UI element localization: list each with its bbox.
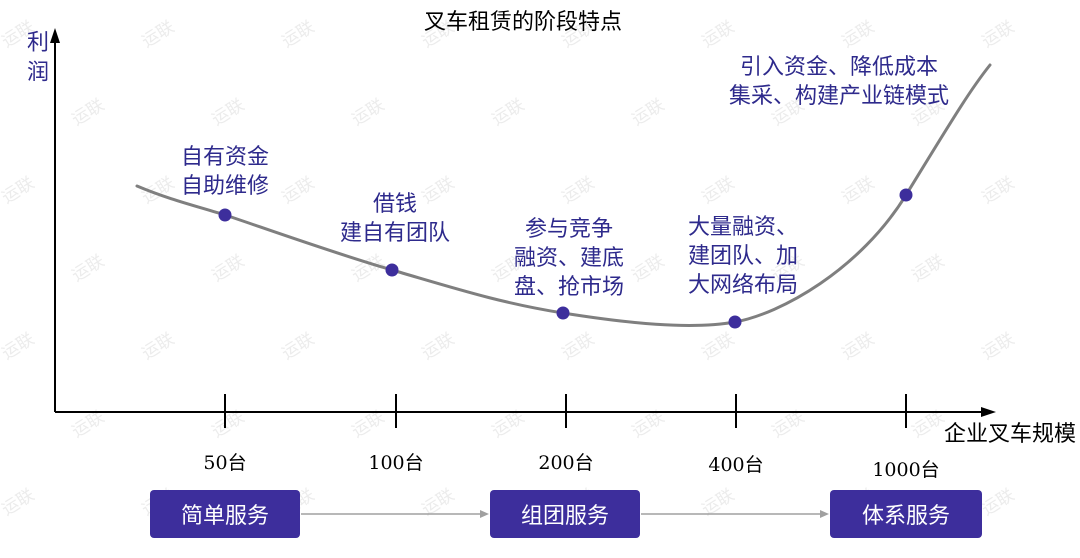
x-tick-label: 400台 [708,454,764,476]
stage-point [556,306,570,320]
stage-point [218,208,232,222]
connector-arrow-head [480,510,489,518]
stage-point [899,188,913,202]
stage-annotation-line: 集采、构建产业链模式 [728,84,949,109]
connector-arrow-head [820,510,829,518]
stage-annotation-line: 大网络布局 [688,273,799,298]
service-level-box-team: 组团服务 [490,490,640,538]
stage-annotation-line: 参与竞争 [524,217,613,242]
stage-annotation: 借钱 建自有团队 [275,190,515,248]
stage-annotation: 参与竞争 融资、建底 盘、抢市场 [449,215,689,302]
stage-annotation-line: 引入资金、降低成本 [739,55,938,80]
x-tick-label: 200台 [538,452,594,474]
stage-annotation-line: 借钱 [372,192,417,217]
service-level-box-simple: 简单服务 [150,490,300,538]
x-tick-label: 50台 [203,452,247,474]
x-tick-label: 1000台 [872,459,940,481]
stage-annotation-line: 大量融资、 [688,215,799,240]
x-axis-label: 企业叉车规模 [943,422,1076,447]
stage-annotation-line: 自有资金 [180,145,269,170]
diagram-title: 叉车租赁的阶段特点 [423,10,622,35]
stage-point [385,263,399,277]
y-axis-arrow [50,28,60,43]
stage-annotation: 大量融资、 建团队、加 大网络布局 [688,213,828,300]
x-axis-arrow [981,407,996,417]
stage-annotation-line: 盘、抢市场 [513,275,624,300]
stage-annotation: 引入资金、降低成本 集采、构建产业链模式 [699,53,979,111]
service-level-box-system: 体系服务 [830,490,982,538]
stage-annotation-line: 融资、建底 [513,246,624,271]
stage-annotation-line: 建团队、加 [688,244,799,269]
y-axis-label: 利润 [23,30,48,90]
stage-annotation: 自有资金 自助维修 [105,143,345,201]
x-tick-label: 100台 [368,452,424,474]
stage-annotation-line: 建自有团队 [339,221,450,246]
stage-point [728,315,742,329]
stage-annotation-line: 自助维修 [180,174,269,199]
